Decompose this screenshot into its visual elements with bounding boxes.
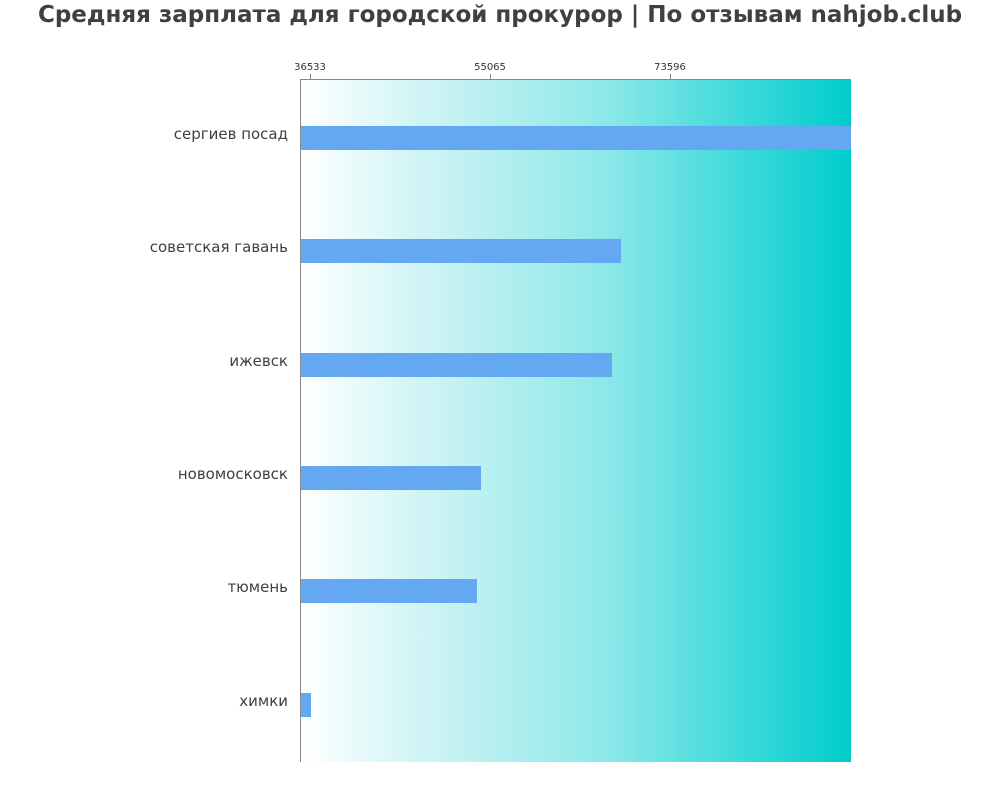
x-tick-mark [490,74,491,80]
bar [301,126,851,150]
x-tick-label: 73596 [654,62,686,73]
plot-area [300,80,851,762]
category-label: ижевск [229,352,288,370]
x-tick-mark [310,74,311,80]
bar [301,239,621,263]
bar [301,466,481,490]
bar [301,693,311,717]
bar [301,353,612,377]
x-tick-mark [670,74,671,80]
x-tick-label: 36533 [294,62,326,73]
y-axis-line [300,80,301,762]
chart-title: Средняя зарплата для городской прокурор … [37,2,963,28]
category-label: сергиев посад [173,125,288,143]
x-tick-label: 55065 [474,62,506,73]
category-label: химки [239,692,288,710]
x-axis-line [300,79,851,80]
category-label: советская гавань [149,238,288,256]
bar [301,579,477,603]
category-label: тюмень [227,578,288,596]
category-label: новомосковск [177,465,288,483]
